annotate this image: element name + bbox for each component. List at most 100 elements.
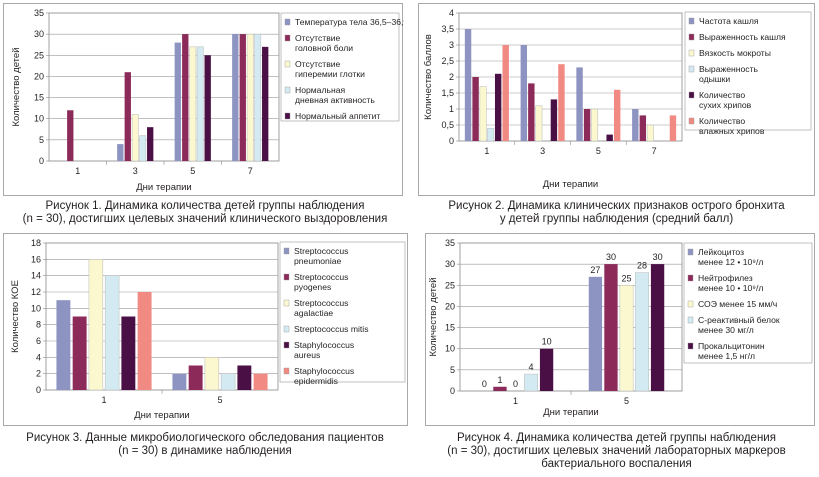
legend-swatch	[688, 91, 695, 99]
legend-label: Streptococcus mitis	[294, 324, 369, 334]
bar	[576, 67, 583, 141]
legend-label: С-реактивный белок	[698, 315, 780, 325]
y-tick-label: 0	[39, 156, 44, 166]
legend-label: менее 10 • 10⁹/л	[698, 283, 763, 293]
y-tick-label: 15	[445, 323, 455, 333]
legend-label: Отсутствие	[295, 59, 341, 69]
legend-label: pneumoniae	[294, 256, 342, 266]
bar	[117, 144, 124, 161]
legend-label: Количество	[699, 90, 745, 100]
bar	[121, 316, 136, 390]
figure-3-caption: Рисунок 3. Данные микробиологического об…	[0, 432, 410, 458]
bar	[558, 64, 565, 141]
y-tick-label: 4	[36, 352, 41, 362]
legend-label: СОЭ менее 15 мм/ч	[698, 299, 777, 309]
legend-label: Выраженность кашля	[699, 32, 786, 42]
bar	[254, 33, 262, 162]
legend-label: Частота кашля	[699, 16, 759, 26]
data-label: 0	[482, 379, 487, 389]
legend: Температура тела 36,5–36,9 °CОтсутствиег…	[280, 12, 404, 122]
bar	[639, 115, 647, 141]
legend-label: Streptococcus	[294, 246, 348, 256]
y-tick-label: 30	[445, 259, 455, 269]
legend-label: менее 12 • 10⁹/л	[698, 257, 763, 267]
y-tick-label: 20	[34, 71, 44, 81]
legend-label: pyogenes	[294, 282, 331, 292]
bar	[139, 135, 147, 162]
data-label: 27	[590, 265, 600, 275]
bar	[550, 99, 558, 141]
chart-3-svg: 0 2 4 6 8 10 12 14 16 18 1 5 Дни терапии Количество К…	[10, 238, 406, 421]
chart-frame-4: 0 5 10 15 20 25 30 35 0 1 0 4 10 1 27 30 25 28 30 5 Дни тера…	[425, 233, 815, 426]
bar	[635, 272, 649, 392]
y-tick-label: 35	[34, 8, 44, 18]
y-tick-label: 25	[445, 280, 455, 290]
legend-swatch	[284, 86, 291, 94]
bar	[124, 72, 131, 161]
bar	[520, 45, 528, 141]
bar	[588, 276, 603, 391]
legend-swatch	[283, 325, 290, 333]
figure-4-caption-line-1: Рисунок 4. Динамика количества детей гру…	[457, 432, 776, 444]
y-tick-label: 2	[449, 72, 454, 82]
legend-label: Staphylococcus	[294, 366, 354, 376]
legend-label: Streptococcus	[294, 272, 348, 282]
y-tick-label: 0	[449, 136, 454, 146]
x-tick-label: 5	[624, 396, 629, 406]
bar	[632, 109, 639, 141]
bar	[174, 42, 181, 161]
bar	[88, 259, 104, 391]
legend-label: Лейкоцитоз	[698, 247, 744, 257]
bar	[528, 83, 535, 141]
legend-swatch	[283, 299, 290, 307]
x-tick-label: 7	[652, 146, 657, 156]
legend-box	[280, 12, 400, 122]
figure-3-caption-line-2: (n = 30) в динамике наблюдения	[118, 445, 292, 457]
legend-swatch	[688, 117, 695, 125]
data-label: 30	[653, 252, 663, 262]
chart-frame-3: 0 2 4 6 8 10 12 14 16 18 1 5 Дни терапии Количество К…	[3, 233, 408, 426]
y-axis-title: Количество КОЕ	[10, 280, 21, 353]
bar	[619, 285, 634, 392]
bar	[56, 300, 71, 390]
bar	[591, 108, 599, 142]
bar	[502, 45, 509, 141]
bar	[131, 114, 139, 162]
legend-label: головной боли	[295, 43, 353, 53]
legend-label: влажных хрипов	[699, 126, 765, 136]
y-tick-label: 14	[31, 271, 41, 281]
x-tick-label: 5	[190, 166, 195, 176]
bar	[472, 77, 479, 141]
bar	[583, 109, 591, 141]
legend-label: Streptococcus	[294, 298, 348, 308]
bar	[606, 134, 613, 141]
bar	[147, 127, 154, 161]
legend-label: Выраженность	[699, 64, 758, 74]
y-tick-label: 8	[36, 320, 41, 330]
y-tick-label: 0	[450, 386, 455, 396]
x-tick-label: 3	[540, 146, 545, 156]
figure-2-caption-line-2: у детей группы наблюдения (средний балл)	[499, 213, 734, 225]
bar	[67, 110, 74, 161]
y-tick-label: 16	[31, 254, 41, 264]
x-tick-label: 5	[596, 146, 601, 156]
figure-3-caption-line-1: Рисунок 3. Данные микробиологического об…	[26, 432, 384, 444]
bar	[493, 386, 507, 391]
legend-label: Отсутствие	[295, 33, 341, 43]
bar	[613, 89, 621, 141]
legend-swatch	[687, 342, 694, 350]
x-axis-title: Дни терапии	[543, 407, 598, 418]
legend-label: Нормальная	[295, 85, 345, 95]
legend-swatch	[687, 316, 694, 324]
legend-label: одышки	[699, 74, 730, 84]
bar	[204, 357, 220, 391]
data-label: 0	[513, 379, 518, 389]
bar	[232, 34, 239, 162]
bar	[253, 373, 268, 390]
figure-1-caption: Рисунок 1. Динамика количества детей гру…	[0, 200, 410, 226]
bar	[539, 348, 554, 391]
y-tick-label: 30	[34, 29, 44, 39]
y-tick-label: 15	[34, 93, 44, 103]
bar	[204, 55, 211, 161]
